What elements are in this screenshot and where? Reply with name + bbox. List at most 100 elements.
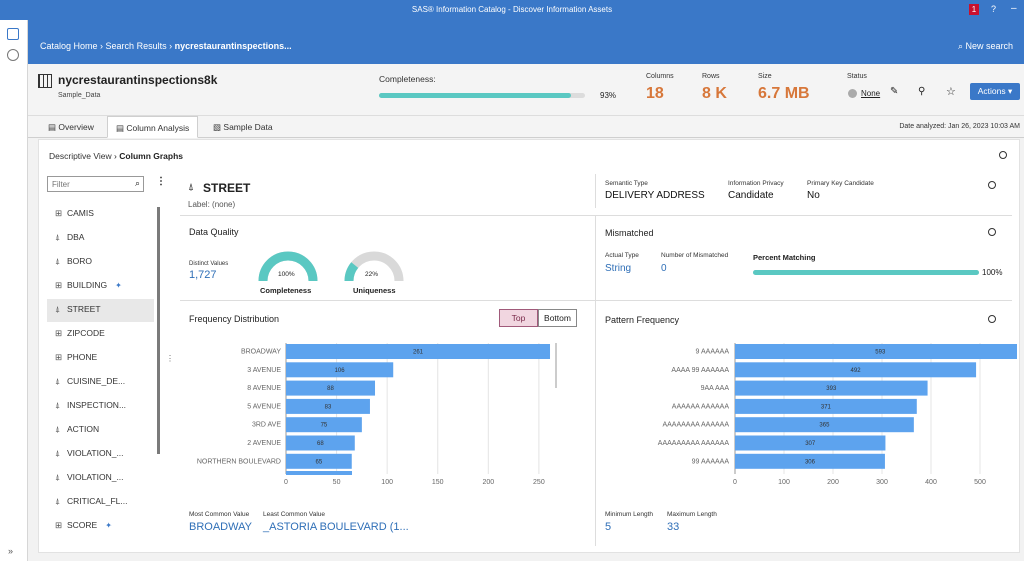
column-list-item-label: ACTION (67, 424, 100, 434)
category-label: AAAAAAAAA AAAAAA (658, 440, 730, 447)
tab-column-analysis[interactable]: ▤ Column Analysis (107, 116, 199, 138)
bar (286, 417, 362, 433)
rows-count: 8 K (702, 85, 727, 102)
splitter-handle[interactable]: ⋮ (166, 354, 174, 363)
catalog-icon[interactable] (7, 28, 19, 40)
search-icon: ⌕ (958, 41, 966, 51)
bar (286, 453, 352, 469)
privacy-label: Information Privacy (728, 180, 784, 187)
star-icon[interactable]: ☆ (946, 86, 956, 98)
min-length-label: Minimum Length (605, 511, 654, 518)
column-list-item[interactable]: ⍋ CUISINE_DE... (47, 371, 154, 394)
asset-name: nycrestaurantinspections8k (58, 73, 218, 87)
column-list-item[interactable]: ⍋ VIOLATION_... (47, 443, 154, 466)
expand-rail-icon[interactable]: » (8, 546, 14, 556)
status-label: Status (847, 73, 867, 80)
column-list-item[interactable]: ⍋ BORO (47, 251, 154, 274)
least-common-value[interactable]: _ASTORIA BOULEVARD (1... (263, 521, 409, 533)
sample-data-icon: ▧ (213, 122, 224, 132)
bar-value-label: 106 (335, 368, 346, 374)
actual-type-value: String (605, 263, 632, 274)
bar-value-label: 65 (316, 459, 323, 465)
bottom-button[interactable]: Bottom (538, 309, 577, 327)
overview-icon: ▤ (48, 122, 59, 132)
x-tick-label: 200 (827, 479, 839, 486)
least-common-label: Least Common Value (263, 511, 326, 518)
column-list-item[interactable]: ⊞ CAMIS (47, 203, 154, 226)
bar-value-label: 75 (321, 423, 328, 429)
breadcrumb-catalog-home[interactable]: Catalog Home (40, 41, 98, 51)
column-list-item-label: PHONE (67, 352, 98, 362)
edit-icon[interactable]: ✎ (890, 86, 899, 97)
column-list-item[interactable]: ⍋ INSPECTION... (47, 395, 154, 418)
more-options-icon[interactable]: ⋮ (156, 176, 166, 187)
new-search-button[interactable]: ⌕ New search (958, 41, 1013, 52)
breadcrumb-bar: Catalog Home › Search Results › nycresta… (28, 20, 1024, 64)
info-icon[interactable] (999, 151, 1007, 159)
column-list-item[interactable]: ⊞ ZIPCODE (47, 323, 154, 346)
tab-overview-label: Overview (58, 122, 94, 132)
filter-box[interactable]: ⌕ (47, 176, 144, 192)
x-tick-label: 100 (381, 479, 393, 486)
help-icon[interactable]: ? (991, 4, 997, 14)
tab-sample-data[interactable]: ▧ Sample Data (205, 116, 281, 138)
help-icon[interactable] (988, 315, 996, 323)
bar (286, 380, 376, 396)
most-common-value[interactable]: BROADWAY (189, 521, 252, 533)
category-label: BROADWAY (241, 349, 281, 356)
column-list-item-label: STREET (67, 304, 101, 314)
column-list-item[interactable]: ⍋ VIOLATION_... (47, 467, 154, 490)
tab-overview[interactable]: ▤ Overview (40, 116, 102, 138)
minimize-icon[interactable]: – (1011, 3, 1017, 14)
tab-column-analysis-label: Column Analysis (126, 123, 190, 133)
columns-count: 18 (646, 85, 664, 102)
column-list-item[interactable]: ⍋ CRITICAL_FL... (47, 491, 154, 514)
uniqueness-gauge (344, 251, 404, 282)
column-list-item[interactable]: ⍋ STREET (47, 299, 154, 322)
bar (735, 435, 886, 451)
uniqueness-gauge-pct: 22% (365, 271, 379, 278)
notification-badge[interactable]: 1 (969, 4, 979, 15)
semantic-type-label: Semantic Type (605, 180, 648, 187)
completeness-label: Completeness: (379, 74, 436, 84)
column-type-icon: ⍋ (188, 182, 194, 193)
help-icon[interactable] (988, 228, 996, 236)
column-list: ⊞ CAMIS ⍋ DBA ⍋ BORO ⊞ BUILDING ✦ ⍋ STREET ⊞ ZIPCODE… (47, 203, 154, 539)
asset-tabs: ▤ Overview ▤ Column Analysis ▧ Sample Da… (28, 116, 1024, 138)
max-length-label: Maximum Length (667, 511, 717, 518)
category-label: 3RD AVE (252, 422, 281, 429)
column-list-item[interactable]: ⊞ SCORE ✦ (47, 515, 154, 538)
breadcrumb-search-results[interactable]: Search Results (105, 41, 167, 51)
bar-value-label: 306 (805, 459, 816, 465)
bar (735, 417, 914, 433)
divider (180, 215, 1012, 216)
column-list-scrollbar[interactable] (157, 207, 160, 454)
char-icon: ⍋ (55, 496, 61, 506)
window-title-bar: SAS® Information Catalog - Discover Info… (0, 0, 1024, 20)
columns-label: Columns (646, 73, 674, 80)
category-label: 2 AVENUE (247, 440, 281, 447)
descriptive-view-link[interactable]: Descriptive View (49, 151, 112, 161)
x-tick-label: 200 (482, 479, 494, 486)
bar-value-label: 365 (819, 423, 830, 429)
column-list-item[interactable]: ⍋ ACTION (47, 419, 154, 442)
column-list-item[interactable]: ⊞ BUILDING ✦ (47, 275, 154, 298)
bar (286, 398, 370, 414)
distinct-label: Distinct Values (189, 261, 229, 267)
data-quality-title: Data Quality (189, 227, 239, 237)
x-tick-label: 50 (333, 479, 341, 486)
char-icon: ⍋ (55, 232, 61, 242)
help-icon[interactable] (988, 181, 996, 189)
top-button[interactable]: Top (499, 309, 538, 327)
column-list-item[interactable]: ⊞ PHONE (47, 347, 154, 370)
char-icon: ⍋ (55, 472, 61, 482)
column-list-item[interactable]: ⍋ DBA (47, 227, 154, 250)
actions-button[interactable]: Actions ▾ (970, 83, 1020, 100)
bar (286, 435, 355, 451)
vertical-divider-top (595, 174, 596, 208)
status-value[interactable]: None (861, 89, 881, 98)
pk-value: No (807, 190, 820, 201)
link-icon[interactable]: ⚲ (918, 86, 926, 97)
discover-icon[interactable] (7, 49, 19, 61)
filter-input[interactable] (52, 178, 130, 191)
